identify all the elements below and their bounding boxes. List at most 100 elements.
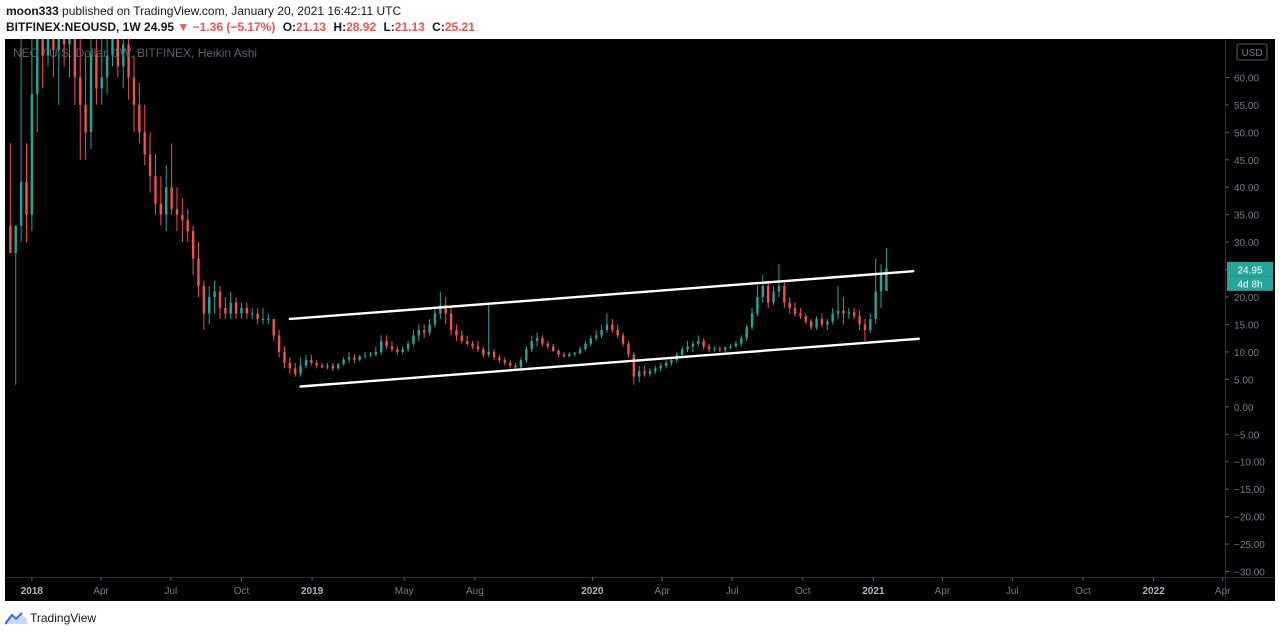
candle-body <box>745 327 748 339</box>
y-tick-label: −25.00 <box>1234 540 1265 551</box>
candle-body <box>46 39 50 56</box>
candle-body <box>272 318 275 336</box>
y-tick-label: 40.00 <box>1234 183 1259 194</box>
candle-body <box>251 313 254 315</box>
candle-body <box>514 365 517 368</box>
symbol-interval: BITFINEX:NEOUSD, 1W <box>6 20 141 34</box>
footer: TradingView <box>5 610 96 626</box>
candle-body <box>186 220 189 232</box>
candle-body <box>600 329 603 336</box>
candle-body <box>869 318 872 330</box>
x-tick-label: Jul <box>726 586 739 597</box>
price-change: −1.36 (−5.17%) <box>192 20 276 34</box>
candle-body <box>52 39 55 50</box>
candle-body <box>847 312 850 314</box>
candle-body <box>643 371 646 374</box>
publish-line: moon333 published on TradingView.com, Ja… <box>6 3 1276 19</box>
candle-body <box>648 371 652 374</box>
down-arrow-icon: ▼ <box>177 20 190 34</box>
candle-body <box>159 203 163 215</box>
candle-body <box>573 353 576 355</box>
y-tick-label: 30.00 <box>1234 238 1259 249</box>
candle-body <box>79 77 82 105</box>
candle-body <box>181 214 184 221</box>
candle-body <box>723 347 727 350</box>
candle-body <box>482 349 485 355</box>
candle-body <box>380 340 383 352</box>
candle-body <box>304 360 308 366</box>
plot-area[interactable] <box>9 39 920 388</box>
x-tick-label: 2021 <box>862 586 885 597</box>
y-tick-label: −20.00 <box>1234 513 1265 524</box>
candle-body <box>154 176 157 204</box>
candle-body <box>68 39 71 45</box>
candle-body <box>111 39 114 56</box>
x-tick-label: Aug <box>466 586 484 597</box>
candle-body <box>428 324 431 333</box>
open-value: 21.13 <box>296 20 327 34</box>
candle-body <box>143 132 146 155</box>
candle-body <box>831 313 834 322</box>
candle-body <box>691 343 695 347</box>
symbol-ohlc-line: BITFINEX:NEOUSD, 1W 24.95 ▼ −1.36 (−5.17… <box>6 19 1276 36</box>
candle-body <box>191 231 195 259</box>
candle-body <box>826 321 829 325</box>
candle-body <box>734 343 738 347</box>
candle-body <box>627 343 630 355</box>
candle-body <box>546 343 550 347</box>
chart-area[interactable]: NEO / U.S. Dollar, 1W, BITFINEX, Heikin … <box>5 39 1275 601</box>
series-legend: NEO / U.S. Dollar, 1W, BITFINEX, Heikin … <box>13 46 257 60</box>
candle-body <box>718 348 722 350</box>
x-tick-label: Apr <box>654 586 670 597</box>
candle-body <box>208 297 211 314</box>
candle-body <box>680 349 684 355</box>
candle-body <box>557 350 560 355</box>
candle-body <box>218 291 222 308</box>
currency-label: USD <box>1241 48 1262 59</box>
candle-body <box>412 335 415 344</box>
candle-body <box>750 313 754 328</box>
candle-body <box>460 335 464 341</box>
last-price-tag <box>1227 261 1273 277</box>
candle-body <box>122 44 125 67</box>
candle-body <box>611 324 614 330</box>
candle-body <box>605 324 609 330</box>
candle-body <box>294 368 297 374</box>
candle-body <box>224 308 227 314</box>
price-chart[interactable]: NEO / U.S. Dollar, 1W, BITFINEX, Heikin … <box>5 39 1275 601</box>
y-tick-label: 45.00 <box>1234 156 1259 167</box>
tradingview-logo-icon[interactable] <box>5 611 27 625</box>
x-tick-label: Apr <box>1215 586 1231 597</box>
candle-body <box>89 55 93 133</box>
candle-body <box>551 346 555 351</box>
candle-body <box>439 305 442 314</box>
candle-body <box>670 360 673 363</box>
candle-body <box>740 338 743 344</box>
candle-body <box>62 39 66 45</box>
candle-body <box>315 362 318 366</box>
y-tick-label: −15.00 <box>1234 485 1265 496</box>
candle-body <box>562 354 566 357</box>
candle-body <box>659 365 662 369</box>
candle-body <box>530 340 533 350</box>
x-tick-label: Apr <box>93 586 109 597</box>
x-tick-label: 2019 <box>301 586 324 597</box>
candle-body <box>283 351 286 363</box>
candle-body <box>288 362 292 369</box>
candle-body <box>519 360 523 368</box>
candle-body <box>697 340 700 344</box>
candle-body <box>578 349 582 354</box>
close-label: C: <box>432 20 445 34</box>
candle-body <box>525 349 528 361</box>
tradingview-brand[interactable]: TradingView <box>30 611 97 625</box>
x-tick-label: Oct <box>234 586 250 597</box>
candle-body <box>331 365 335 369</box>
x-tick-label: 2022 <box>1142 586 1165 597</box>
candle-body <box>766 286 770 303</box>
low-label: L: <box>383 20 395 34</box>
author-name[interactable]: moon333 <box>6 4 59 18</box>
candle-body <box>417 329 421 336</box>
candle-body <box>858 316 861 325</box>
candle-body <box>374 351 378 355</box>
open-label: O: <box>282 20 297 34</box>
